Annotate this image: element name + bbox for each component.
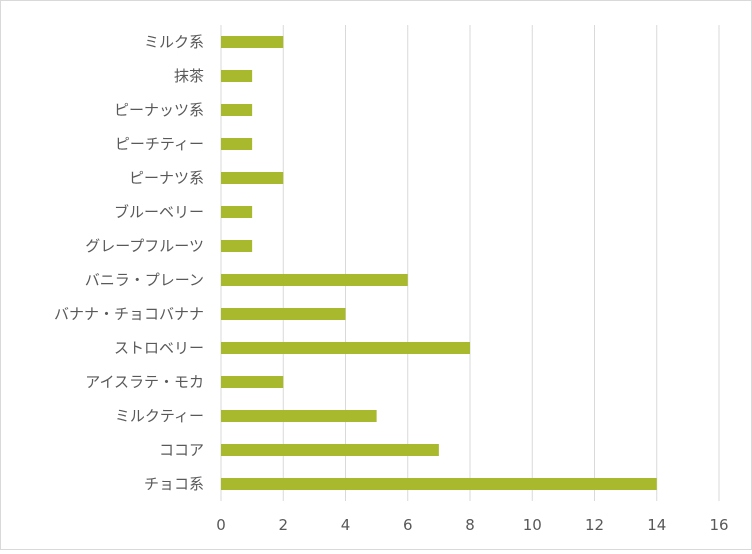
bar <box>221 342 470 354</box>
category-label: バニラ・プレーン <box>85 271 204 289</box>
bar <box>221 70 253 82</box>
category-labels: ミルク系抹茶ピーナッツ系ピーチティーピーナツ系ブルーベリーグレープフルーツバニラ… <box>54 33 204 493</box>
category-label: ピーチティー <box>115 135 204 153</box>
bar <box>221 138 253 150</box>
category-label: ココア <box>159 441 204 459</box>
category-label: アイスラテ・モカ <box>85 373 204 391</box>
bar <box>221 376 284 388</box>
category-label: ピーナツ系 <box>129 169 204 187</box>
x-tick-label: 12 <box>585 516 604 534</box>
category-label: ピーナッツ系 <box>114 101 204 119</box>
category-label: 抹茶 <box>174 67 204 85</box>
x-tick-label: 2 <box>278 516 288 534</box>
category-label: ブルーベリー <box>114 203 204 221</box>
category-label: ミルク系 <box>144 33 204 51</box>
bar <box>221 172 284 184</box>
bar <box>221 206 253 218</box>
bar <box>221 444 439 456</box>
bars <box>221 36 657 490</box>
x-tick-label: 4 <box>341 516 351 534</box>
bar <box>221 104 253 116</box>
x-tick-label: 8 <box>465 516 475 534</box>
category-label: ミルクティー <box>115 407 204 425</box>
gridlines <box>220 25 720 501</box>
bar <box>221 240 253 252</box>
x-tick-label: 6 <box>403 516 413 534</box>
category-label: ストロベリー <box>114 339 204 357</box>
bar <box>221 478 657 490</box>
bar <box>221 410 377 422</box>
category-label: グレープフルーツ <box>85 237 204 255</box>
x-tick-label: 10 <box>523 516 542 534</box>
category-label: チョコ系 <box>144 475 204 493</box>
category-label: バナナ・チョコバナナ <box>54 305 204 323</box>
bar <box>221 308 346 320</box>
bar <box>221 274 408 286</box>
bar <box>221 36 284 48</box>
x-tick-label: 0 <box>216 516 226 534</box>
x-tick-label: 16 <box>709 516 728 534</box>
x-tick-label: 14 <box>647 516 666 534</box>
x-tick-labels: 0 2 4 6 8 10 12 14 16 <box>216 516 728 534</box>
